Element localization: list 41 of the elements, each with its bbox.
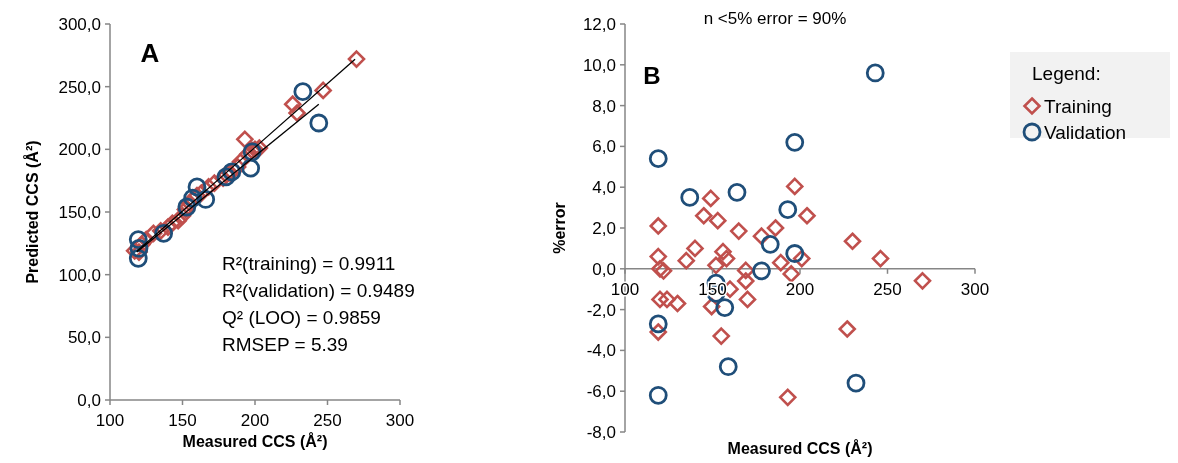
x-axis-title: Measured CCS (Å²): [182, 432, 328, 450]
annotation: R²(validation) = 0.9489: [222, 280, 415, 301]
y-tick-label: 0,0: [592, 259, 616, 279]
x-tick-label: 100: [610, 279, 640, 299]
annotation: R²(training) = 0.9911: [222, 253, 396, 274]
legend-label: Validation: [1044, 121, 1127, 143]
y-tick-label: 12,0: [582, 14, 616, 34]
annotation: B: [643, 62, 661, 89]
x-tick-label: 200: [785, 279, 815, 299]
y-tick-label: 100,0: [58, 265, 101, 285]
legend-label: Training: [1044, 95, 1112, 117]
y-tick-label: -2,0: [586, 300, 616, 320]
y-tick-label: 300,0: [58, 14, 101, 34]
y-tick-label: 250,0: [58, 77, 101, 97]
x-tick-label: 150: [168, 411, 197, 430]
y-tick-label: 50,0: [67, 328, 101, 348]
x-tick-label: 300: [385, 411, 415, 430]
x-tick-label: 300: [960, 279, 990, 299]
y-tick-label: 4,0: [592, 178, 616, 198]
y-tick-label: -8,0: [586, 422, 616, 442]
x-tick-label: 250: [873, 279, 902, 299]
x-tick-label: 200: [240, 411, 270, 430]
y-axis-title: Predicted CCS (Å²): [23, 140, 41, 284]
x-tick-label: 100: [95, 411, 125, 430]
y-tick-label: 6,0: [592, 137, 616, 157]
x-axis-title: Measured CCS (Å²): [727, 439, 873, 457]
y-tick-label: 150,0: [58, 202, 101, 222]
annotation: n <5% error = 90%: [703, 9, 847, 28]
y-tick-label: 8,0: [592, 96, 616, 116]
y-tick-label: 10,0: [582, 55, 616, 75]
y-tick-label: 200,0: [58, 140, 101, 160]
y-tick-label: 2,0: [592, 218, 616, 238]
y-tick-label: -4,0: [586, 341, 616, 361]
legend-title: Legend:: [1032, 63, 1101, 84]
y-tick-label: 0,0: [77, 390, 101, 410]
y-axis-title: %error: [551, 202, 568, 254]
annotation: Q² (LOO) = 0.9859: [222, 307, 381, 328]
y-tick-label: -6,0: [586, 382, 616, 402]
annotation: A: [140, 38, 160, 68]
annotation: RMSEP = 5.39: [222, 334, 348, 355]
x-tick-label: 250: [313, 411, 342, 430]
